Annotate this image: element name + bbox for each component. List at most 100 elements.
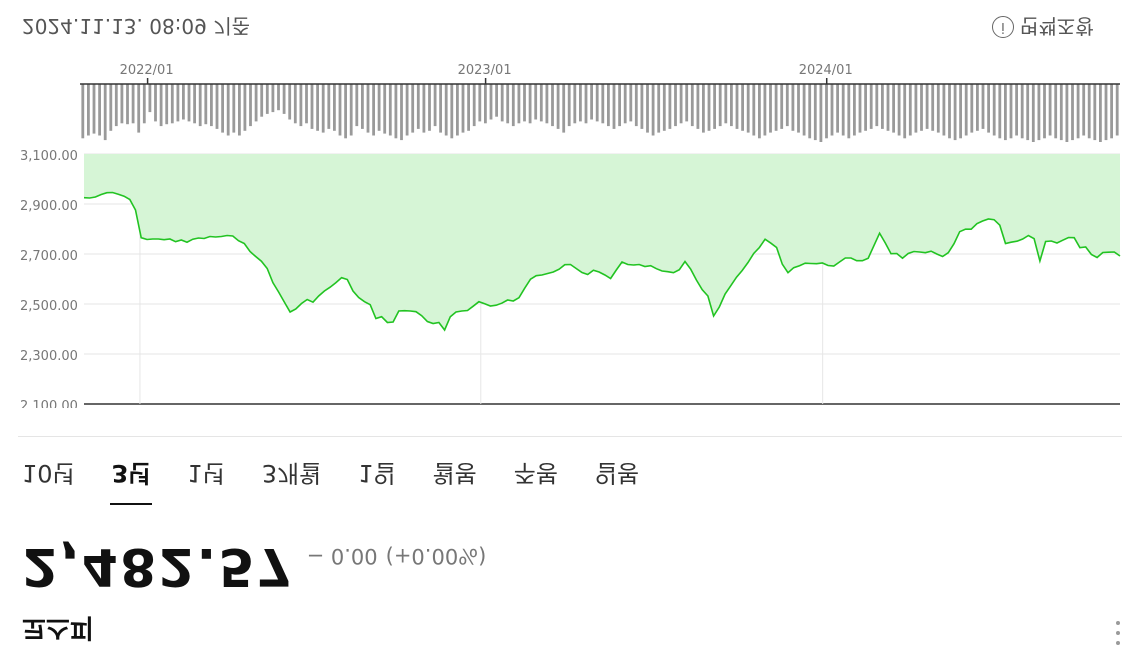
volume-bar (170, 84, 174, 124)
volume-bar (1082, 84, 1086, 136)
volume-bar (662, 84, 666, 131)
volume-bar (752, 84, 756, 136)
volume-bar (1048, 84, 1052, 136)
volume-bar (87, 84, 90, 136)
volume-bar (674, 84, 677, 127)
volume-bar (668, 84, 672, 129)
volume-bar (763, 84, 767, 136)
volume-bar (109, 84, 113, 131)
volume-bar (377, 84, 381, 131)
tab-monthly[interactable]: 월봉 (432, 459, 477, 487)
volume-bar (556, 84, 560, 129)
volume-bar (908, 84, 912, 136)
tab-1d[interactable]: 1일 (358, 459, 396, 487)
timestamp: 2024.11.13. 08:09 기준 (22, 14, 251, 38)
volume-bar (333, 84, 336, 131)
tab-1y[interactable]: 1년 (187, 459, 225, 487)
volume-bar (567, 84, 571, 127)
volume-bar (388, 84, 392, 136)
volume-bar (791, 84, 795, 131)
volume-bar (825, 84, 828, 139)
tab-3y[interactable]: 3년 (112, 450, 151, 501)
volume-bar (623, 84, 627, 124)
volume-bar (484, 84, 487, 124)
date-label: 2023/01 (458, 63, 512, 78)
volume-bar (618, 84, 621, 127)
tabs-divider (18, 436, 1122, 437)
volume-bar (892, 84, 895, 133)
volume-bar (416, 84, 420, 129)
tab-weekly[interactable]: 주봉 (513, 459, 558, 487)
volume-bar (411, 84, 415, 133)
volume-bar (629, 84, 633, 122)
volume-bar (881, 84, 884, 129)
volume-bar (523, 84, 526, 122)
more-menu-button[interactable] (1110, 618, 1126, 648)
y-tick-label: 2,100.00 (20, 399, 78, 408)
volume-bar (114, 84, 118, 127)
volume-bar (942, 84, 946, 136)
volume-bar (131, 84, 135, 124)
date-label: 2022/01 (120, 63, 174, 78)
volume-bar (914, 84, 918, 133)
volume-bar (204, 84, 208, 125)
y-tick-label: 2,500.00 (20, 299, 78, 314)
volume-bar (321, 84, 325, 133)
volume-bar (780, 84, 784, 129)
tab-daily[interactable]: 일봉 (594, 459, 640, 487)
volume-bar (1076, 84, 1080, 139)
volume-bar (679, 84, 683, 124)
volume-bar (439, 84, 442, 133)
volume-bar (713, 84, 716, 129)
volume-bar (310, 84, 314, 129)
volume-bar (590, 84, 593, 120)
volume-bar (959, 84, 962, 139)
volume-bar (953, 84, 957, 141)
volume-bar (422, 84, 426, 133)
volume-bar (903, 84, 907, 139)
volume-bar (573, 84, 577, 124)
tab-3m[interactable]: 3개월 (261, 459, 322, 487)
volume-bar (802, 84, 806, 136)
volume-bar (260, 84, 264, 117)
volume-bar (607, 84, 610, 127)
volume-bar (226, 84, 230, 136)
y-tick-label: 3,100.00 (20, 149, 78, 164)
volume-bar (120, 84, 124, 124)
volume-bar (981, 84, 985, 129)
volume-bar (372, 84, 375, 136)
volume-bar (931, 84, 935, 131)
volume-bar (489, 84, 493, 120)
volume-bar (724, 84, 728, 124)
price-row: 2,482.57 − 0.00 (+0.00%) (22, 536, 486, 596)
volume-bar (165, 84, 169, 125)
volume-bar (819, 84, 823, 142)
more-dot (1116, 621, 1120, 625)
volume-bar (925, 84, 929, 129)
volume-bar (640, 84, 644, 129)
price-line (83, 191, 1121, 332)
volume-bar (361, 84, 364, 129)
volume-bar (355, 84, 359, 127)
volume-bar (1099, 84, 1102, 142)
volume-bar (215, 84, 219, 129)
price-area (84, 154, 1120, 330)
volume-bar (646, 84, 649, 133)
volume-bar (992, 84, 996, 136)
volume-bar (718, 84, 722, 127)
volume-bar (1020, 84, 1024, 139)
tab-10y[interactable]: 10년 (22, 459, 75, 487)
volume-bar (897, 84, 901, 136)
volume-bar (920, 84, 923, 131)
disclaimer-link[interactable]: i 면책조항 (992, 13, 1094, 42)
volume-bar (193, 84, 196, 124)
volume-bar (696, 84, 700, 129)
volume-bar (1110, 84, 1113, 139)
volume-bar (1059, 84, 1063, 141)
volume-bar (232, 84, 236, 133)
volume-bar (1026, 84, 1030, 141)
volume-bar (707, 84, 711, 131)
volume-bar (288, 84, 292, 120)
volume-bar (271, 84, 275, 113)
more-dot (1116, 631, 1120, 635)
